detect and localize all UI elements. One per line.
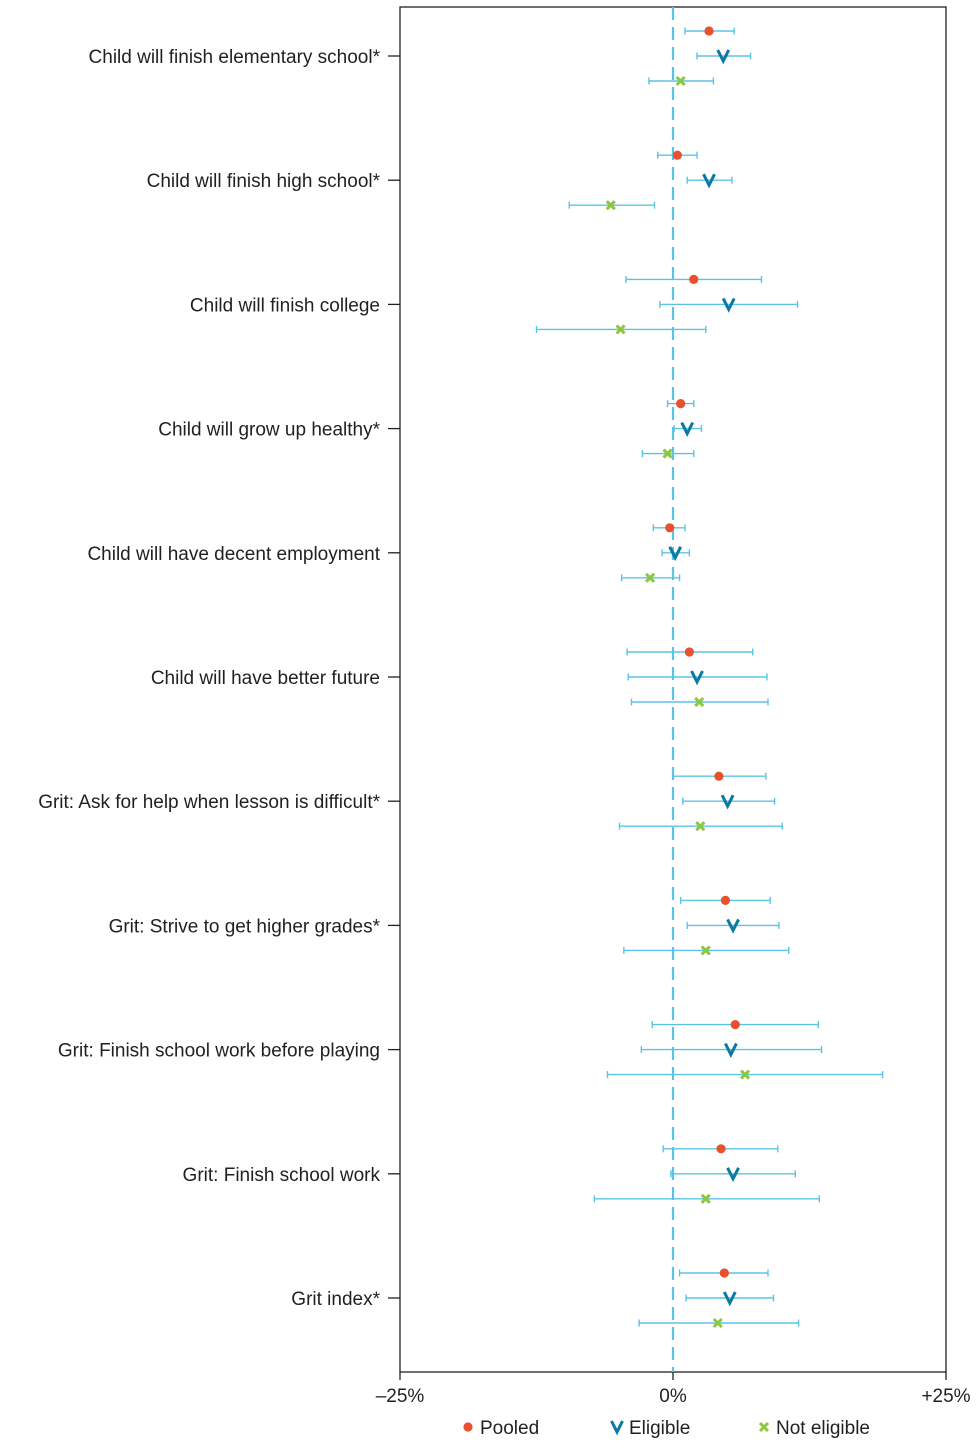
point-not-eligible: [694, 696, 705, 708]
point-eligible: [724, 1042, 738, 1058]
category-label: Child will finish high school*: [147, 171, 381, 192]
category-label: Grit: Strive to get higher grades*: [109, 916, 381, 937]
point-pooled: [720, 895, 731, 906]
point-not-eligible: [700, 1193, 711, 1204]
point-not-eligible: [700, 945, 711, 956]
point-eligible: [722, 1291, 737, 1307]
point-not-eligible: [675, 75, 686, 87]
point-eligible: [726, 1167, 740, 1183]
category-label: Grit: Finish school work: [183, 1165, 381, 1186]
x-tick-label: –25%: [376, 1386, 425, 1407]
category-label: Child will have decent employment: [87, 544, 380, 565]
point-pooled: [704, 26, 714, 36]
category-label: Child will have better future: [151, 668, 380, 689]
category-label: Grit index*: [291, 1289, 380, 1310]
category-label: Child will finish college: [190, 295, 380, 316]
point-not-eligible: [605, 200, 616, 211]
point-pooled: [719, 1268, 729, 1278]
x-tick-label: 0%: [659, 1386, 687, 1407]
point-eligible: [726, 918, 740, 934]
point-not-eligible: [662, 448, 673, 459]
point-pooled: [676, 399, 686, 409]
point-not-eligible: [712, 1317, 723, 1329]
category-label: Child will grow up healthy*: [158, 420, 380, 441]
point-pooled: [689, 274, 699, 284]
legend-label: Eligible: [629, 1418, 690, 1439]
point-pooled: [665, 523, 675, 533]
legend-marker-eligible: [610, 1420, 624, 1436]
point-eligible: [721, 297, 736, 313]
point-pooled: [684, 647, 694, 657]
point-not-eligible: [645, 572, 656, 583]
point-eligible: [720, 794, 735, 810]
point-eligible: [702, 173, 716, 189]
point-not-eligible: [740, 1069, 751, 1080]
point-not-eligible: [695, 821, 706, 832]
legend-label: Not eligible: [776, 1418, 870, 1439]
legend-label: Pooled: [480, 1418, 539, 1439]
x-tick-label: +25%: [921, 1386, 970, 1407]
point-pooled: [714, 771, 724, 781]
category-label: Child will finish elementary school*: [89, 47, 381, 68]
point-eligible: [680, 421, 695, 437]
point-pooled: [672, 150, 682, 160]
category-label: Grit: Finish school work before playing: [58, 1041, 380, 1062]
point-eligible: [668, 546, 683, 562]
point-eligible: [690, 670, 704, 686]
point-pooled: [716, 1144, 726, 1154]
legend-marker-not-eligible: [758, 1421, 770, 1433]
point-pooled: [730, 1020, 740, 1030]
category-label: Grit: Ask for help when lesson is diffic…: [38, 792, 380, 813]
point-not-eligible: [615, 324, 626, 335]
point-eligible: [716, 49, 731, 65]
legend-marker-pooled: [463, 1422, 473, 1432]
